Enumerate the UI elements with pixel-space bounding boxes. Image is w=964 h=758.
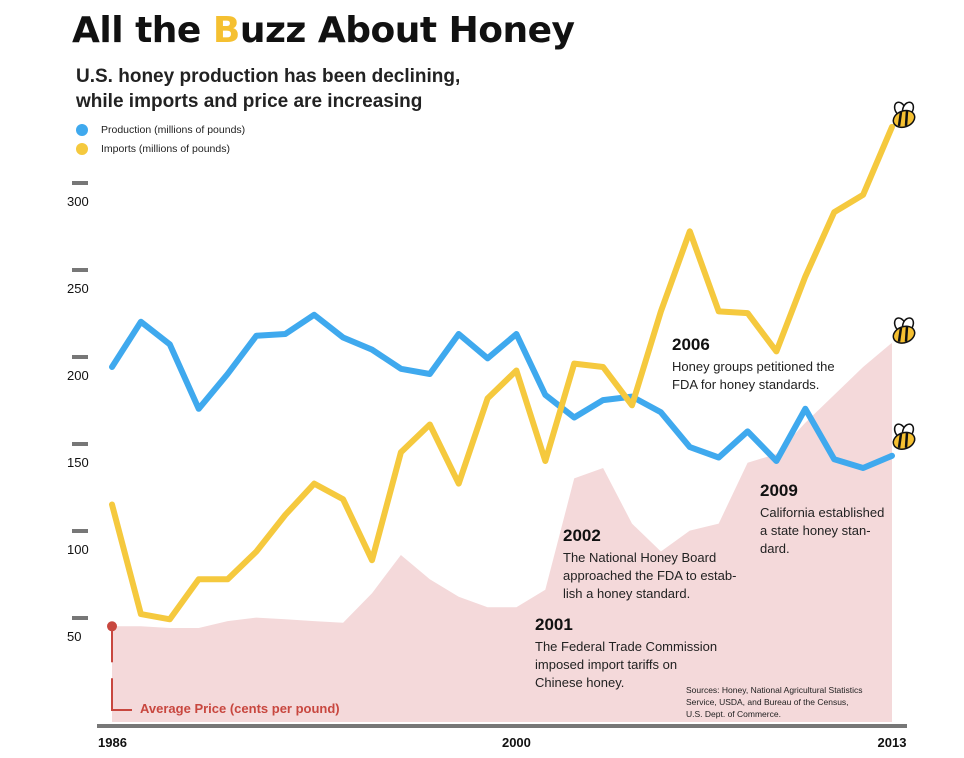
annotation-text: Chinese honey. xyxy=(535,675,625,690)
annotation-text: The Federal Trade Commission xyxy=(535,639,718,654)
annotation-year: 2002 xyxy=(563,526,601,545)
bee-stripe xyxy=(897,327,903,342)
y-tick-label: 50 xyxy=(67,629,81,644)
bee-stripe xyxy=(904,326,909,342)
title-rest: uzz About Honey xyxy=(239,10,575,51)
chart-title: All the Buzz About Honey xyxy=(72,10,575,51)
price-area xyxy=(112,342,892,722)
legend-label-imports: Imports (millions of pounds) xyxy=(101,142,230,155)
legend-dot-imports xyxy=(76,142,88,155)
annotation-text: approached the FDA to estab- xyxy=(563,568,737,583)
annotation-text: dard. xyxy=(760,541,790,556)
bee-stripe xyxy=(897,433,903,448)
x-tick-label: 1986 xyxy=(98,735,127,750)
x-tick-label: 2013 xyxy=(878,735,907,750)
sources-line: U.S. Dept. of Commerce. xyxy=(686,709,781,719)
subtitle-line: U.S. honey production has been declining… xyxy=(76,66,461,87)
annotation-2009: 2009 California established a state hone… xyxy=(760,482,884,558)
annotation-text: lish a honey standard. xyxy=(563,586,691,601)
annotation-2002: 2002 The National Honey Board approached… xyxy=(563,527,736,603)
bee-stripe xyxy=(904,432,909,448)
y-tick-label: 300 xyxy=(67,194,89,209)
legend-item-production: Production (millions of pounds) xyxy=(76,120,245,139)
x-tick-label: 2000 xyxy=(502,735,531,750)
annotation-text: imposed import tariffs on xyxy=(535,657,678,672)
production-bee-icon xyxy=(892,423,916,450)
annotation-year: 2009 xyxy=(760,481,798,500)
annotation-year: 2001 xyxy=(535,615,573,634)
annotation-text: Honey groups petitioned the xyxy=(672,359,835,374)
annotation-text: a state honey stan- xyxy=(760,523,871,538)
annotation-text: The National Honey Board xyxy=(563,550,717,565)
subtitle-line: while imports and price are increasing xyxy=(76,91,423,112)
chart-subtitle: U.S. honey production has been declining… xyxy=(76,64,460,114)
sources-line: Sources: Honey, National Agricultural St… xyxy=(686,685,863,695)
y-tick-label: 250 xyxy=(67,281,89,296)
imports-bee-icon xyxy=(892,101,916,129)
legend-label-production: Production (millions of pounds) xyxy=(101,123,246,136)
y-tick-label: 150 xyxy=(67,455,89,470)
imports-line xyxy=(109,123,895,623)
production-line xyxy=(109,311,895,471)
legend: Production (millions of pounds) Imports … xyxy=(76,120,245,158)
annotation-text: FDA for honey standards. xyxy=(672,377,820,392)
price-start-point xyxy=(107,621,117,632)
sources-note: Sources: Honey, National Agricultural St… xyxy=(686,684,901,720)
legend-dot-production xyxy=(76,123,88,136)
price-bee-icon xyxy=(892,317,916,344)
bee-stripe xyxy=(897,111,903,127)
annotation-text: California established xyxy=(760,505,885,520)
legend-item-imports: Imports (millions of pounds) xyxy=(76,139,245,158)
price-series-label: Average Price (cents per pound) xyxy=(140,701,340,716)
y-tick-label: 200 xyxy=(67,368,89,383)
annotation-2001: 2001 The Federal Trade Commission impose… xyxy=(535,616,717,692)
annotation-year: 2006 xyxy=(672,335,710,354)
price-label-connector xyxy=(111,678,132,711)
bee-stripe xyxy=(904,110,909,127)
sources-line: Service, USDA, and Bureau of the Census, xyxy=(686,697,849,707)
title-prefix: All the xyxy=(72,10,213,51)
title-bee-letter: B xyxy=(212,10,240,51)
annotation-2006: 2006 Honey groups petitioned the FDA for… xyxy=(672,336,835,394)
y-tick-label: 100 xyxy=(67,542,89,557)
